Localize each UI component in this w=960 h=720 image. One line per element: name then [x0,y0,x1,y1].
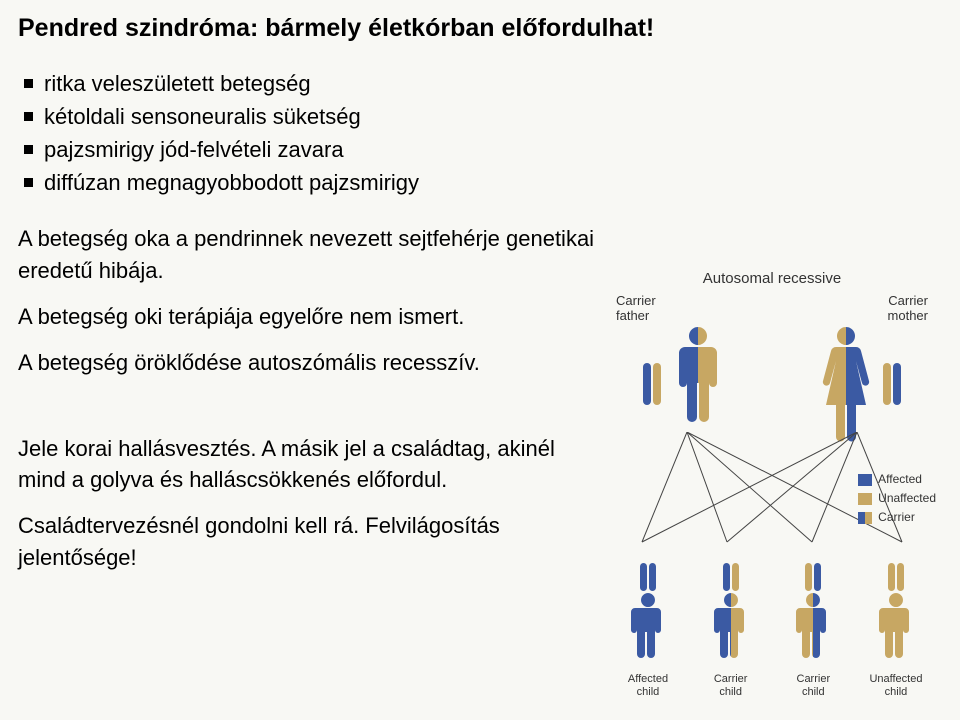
bullet-item: pajzsmirigy jód-felvételi zavara [24,133,942,166]
chromosome-icon [649,563,656,591]
chromosome-icon [893,363,901,405]
children-row: Affected child Carrier [602,563,942,699]
chromosome-icon [640,563,647,591]
paragraph: A betegség öröklődése autoszómális reces… [18,347,598,379]
parent-label-line: father [616,308,649,323]
bullet-item: diffúzan megnagyobbodott pajzsmirigy [24,166,942,199]
chromosome-icon [723,563,730,591]
parent-label-line: Carrier [616,293,656,308]
diagram-title: Autosomal recessive [602,270,942,287]
chromosome-pair [883,363,901,405]
chromosome-icon [805,563,812,591]
bullet-item: kétoldali sensoneuralis süketség [24,100,942,133]
legend: Affected Unaffected Carrier [858,470,936,528]
person-icon [874,591,918,669]
child-label: Affected child [628,673,668,699]
parents-row: Carrier father [602,293,942,443]
child: Unaffected child [856,563,936,699]
legend-label: Carrier [878,508,915,527]
chromosome-icon [814,563,821,591]
legend-item: Carrier [858,508,936,527]
child-label: Unaffected child [869,673,922,699]
bullet-item: ritka veleszületett betegség [24,67,942,100]
paragraph: A betegség oki terápiája egyelőre nem is… [18,301,598,333]
paragraph: A betegség oka a pendrinnek nevezett sej… [18,223,598,287]
chromosome-icon [732,563,739,591]
chromosome-pair [805,563,821,591]
legend-label: Unaffected [878,489,936,508]
child: Carrier child [773,563,853,699]
person-icon [815,325,877,443]
chromosome-pair [640,563,656,591]
child-label: Carrier child [797,673,831,699]
parent-label-line: mother [888,308,928,323]
chromosome-pair [723,563,739,591]
child: Affected child [608,563,688,699]
chromosome-icon [653,363,661,405]
paragraph: Családtervezésnél gondolni kell rá. Felv… [18,510,598,574]
parent-label-line: Carrier [888,293,928,308]
page: Pendred szindróma: bármely életkórban el… [0,0,960,720]
legend-item: Unaffected [858,489,936,508]
legend-swatch-icon [858,512,872,524]
chromosome-pair [888,563,904,591]
legend-swatch-icon [858,493,872,505]
chromosome-icon [643,363,651,405]
parent-label: Carrier mother [788,293,928,323]
person-icon [626,591,670,669]
person-icon [667,325,729,443]
inheritance-diagram: Autosomal recessive Carrier father [602,270,942,700]
legend-item: Affected [858,470,936,489]
legend-label: Affected [878,470,922,489]
legend-swatch-icon [858,474,872,486]
child-label: Carrier child [714,673,748,699]
page-title: Pendred szindróma: bármely életkórban el… [18,14,942,43]
person-icon [709,591,753,669]
chromosome-pair [643,363,661,405]
paragraph: Jele korai hallásvesztés. A másik jel a … [18,433,598,497]
child: Carrier child [691,563,771,699]
person-icon [791,591,835,669]
chromosome-icon [883,363,891,405]
parent-mother: Carrier mother [788,293,928,443]
bullet-list: ritka veleszületett betegség kétoldali s… [24,67,942,199]
chromosome-icon [897,563,904,591]
parent-label: Carrier father [616,293,756,323]
parent-father: Carrier father [616,293,756,443]
chromosome-icon [888,563,895,591]
